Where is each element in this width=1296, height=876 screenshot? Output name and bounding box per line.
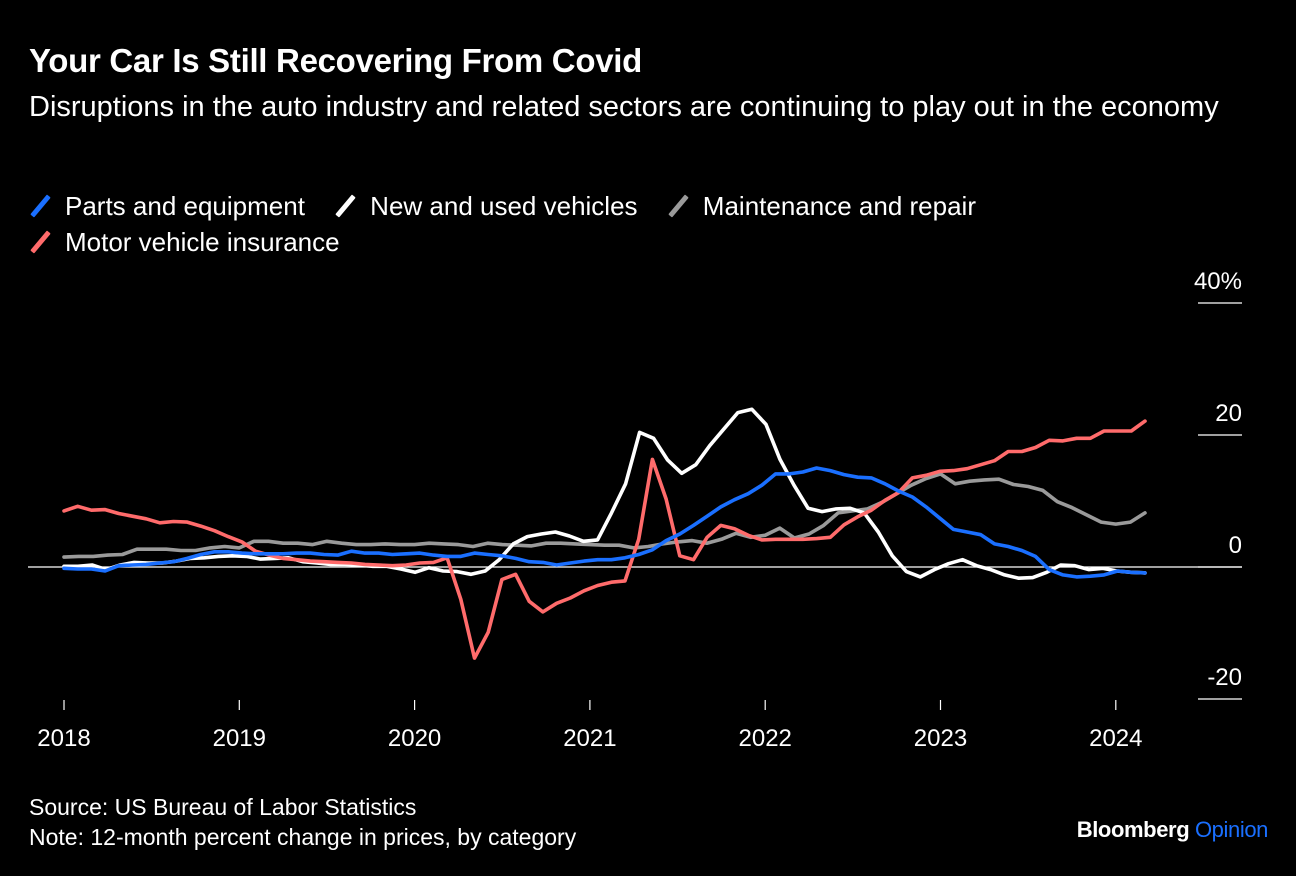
chart-title: Your Car Is Still Recovering From Covid [29, 42, 642, 79]
legend-label-maintenance: Maintenance and repair [702, 190, 976, 221]
y-tick-label: -20 [1207, 664, 1242, 691]
source-note: Source: US Bureau of Labor Statistics [29, 794, 417, 820]
x-tick-label: 2023 [914, 725, 967, 752]
x-tick-label: 2021 [563, 725, 616, 752]
legend-label-vehicles: New and used vehicles [370, 190, 638, 221]
legend-item-insurance: Motor vehicle insurance [29, 224, 340, 260]
legend-swatch-parts [29, 195, 51, 217]
legend-item-maintenance: Maintenance and repair [667, 188, 976, 224]
series-line-0 [62, 466, 1147, 579]
x-tick-label: 2022 [739, 725, 792, 752]
x-tick-label: 2020 [388, 725, 441, 752]
brand-logo: Bloomberg Opinion [1076, 817, 1269, 843]
brand-main: Bloomberg [1076, 817, 1190, 842]
y-tick-label: 0 [1229, 532, 1242, 559]
legend-swatch-maintenance [667, 195, 689, 217]
legend-label-parts: Parts and equipment [65, 190, 305, 221]
legend-label-insurance: Motor vehicle insurance [65, 226, 340, 257]
method-note: Note: 12-month percent change in prices,… [29, 824, 577, 850]
series-line-2 [62, 472, 1147, 559]
chart-subtitle: Disruptions in the auto industry and rel… [29, 91, 1219, 123]
legend-swatch-vehicles [334, 195, 356, 217]
series-line-3 [62, 419, 1147, 660]
footer: Source: US Bureau of Labor Statistics No… [29, 792, 576, 852]
y-tick-label: 20 [1215, 400, 1242, 427]
legend: Parts and equipment New and used vehicle… [29, 188, 1259, 260]
x-tick-label: 2018 [37, 725, 90, 752]
y-tick-label: 40% [1194, 268, 1242, 295]
line-chart: -20 0 20 40% 2018 2019 2020 2021 2022 2023 2024 [28, 268, 1242, 752]
legend-item-parts: Parts and equipment [29, 188, 305, 224]
series-line-1 [62, 407, 1147, 581]
legend-item-vehicles: New and used vehicles [334, 188, 637, 224]
x-tick-label: 2019 [213, 725, 266, 752]
x-tick-label: 2024 [1089, 725, 1142, 752]
brand-accent: Opinion [1194, 817, 1268, 842]
